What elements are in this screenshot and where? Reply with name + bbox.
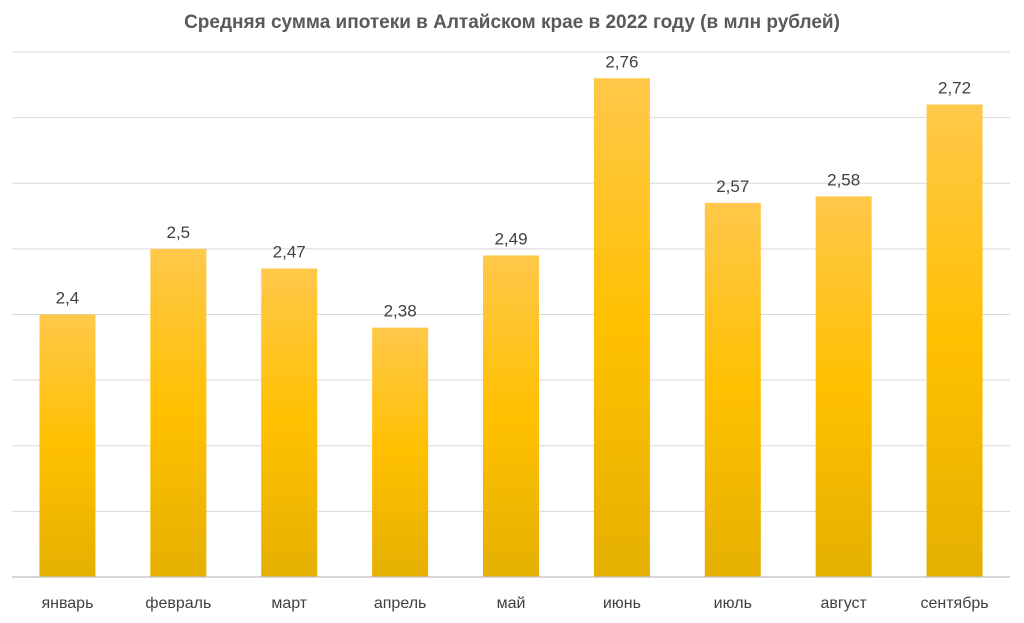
bars: [39, 78, 983, 577]
data-label-август: 2,58: [827, 170, 860, 189]
bar-февраль: [150, 248, 207, 577]
bar-сентябрь: [926, 104, 983, 577]
x-tick-label-июнь: июнь: [603, 595, 641, 612]
bar-март: [261, 268, 318, 577]
data-label-февраль: 2,5: [167, 223, 191, 242]
x-tick-label-сентябрь: сентябрь: [920, 595, 988, 612]
data-labels: 2,4 2,5 2,47 2,38 2,49 2,76 2,57 2,58 2,72: [56, 52, 971, 320]
bar-июнь: [593, 78, 650, 577]
chart-title: Средняя сумма ипотеки в Алтайском крае в…: [184, 12, 840, 33]
x-tick-label-апрель: апрель: [374, 595, 427, 612]
data-label-январь: 2,4: [56, 289, 80, 308]
data-label-март: 2,47: [273, 243, 306, 262]
x-tick-label-февраль: февраль: [145, 595, 211, 612]
x-tick-label-июль: июль: [714, 595, 752, 612]
x-tick-label-март: март: [271, 595, 307, 612]
data-label-май: 2,49: [494, 229, 527, 248]
data-label-июнь: 2,76: [605, 52, 638, 71]
data-label-апрель: 2,38: [384, 302, 417, 321]
bar-январь: [39, 314, 96, 577]
x-tick-label-май: май: [497, 595, 526, 612]
bar-июль: [704, 202, 761, 577]
data-label-июль: 2,57: [716, 177, 749, 196]
x-axis-tick-labels: январь февраль март апрель май июнь июль август…: [41, 595, 988, 612]
bar-август: [815, 196, 872, 577]
bar-май: [483, 255, 539, 577]
data-label-сентябрь: 2,72: [938, 79, 971, 98]
x-tick-label-январь: январь: [41, 595, 93, 612]
x-tick-label-август: август: [820, 595, 867, 612]
bar-апрель: [372, 327, 429, 577]
